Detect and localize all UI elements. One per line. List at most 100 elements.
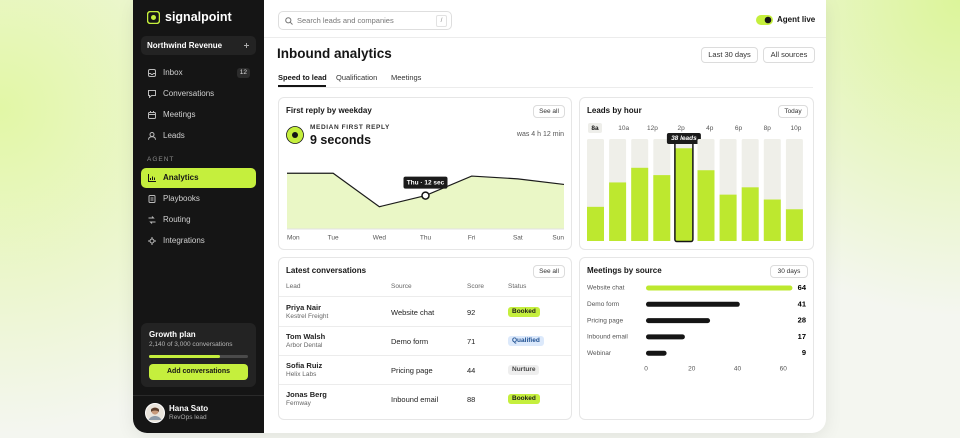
lead-source: Website chat [391, 308, 435, 317]
nav-label: Inbox [163, 68, 183, 77]
hour-label: 10p [790, 125, 801, 132]
line-chart: Mon Tue Wed Thu Fri Sat Sun Thu · 12 sec [287, 172, 564, 242]
category-label: Inbound email [587, 334, 628, 341]
workspace-switcher[interactable]: Northwind Revenue [141, 36, 256, 55]
page-title: Inbound analytics [277, 46, 392, 61]
tooltip-box [403, 176, 448, 189]
user-name: Hana Sato [169, 404, 209, 413]
status-badge: Booked [508, 307, 540, 317]
x-tick-label: 20 [688, 366, 696, 373]
kpi-value: 9 seconds [310, 133, 372, 147]
x-tick-label: 60 [780, 366, 788, 373]
value-label: 17 [798, 332, 806, 341]
nav-item[interactable]: Playbooks [141, 189, 256, 209]
bar [646, 285, 793, 291]
hour-label: 12p [647, 125, 658, 132]
value-label: 64 [798, 283, 807, 292]
meetings-card: Meetings by source 30 days Website chat 6… [579, 257, 814, 420]
nav-item[interactable]: Meetings [141, 105, 256, 125]
agent-toggle[interactable] [756, 15, 773, 25]
divider [278, 87, 813, 88]
nav-label: Routing [163, 215, 191, 224]
bar [587, 206, 604, 241]
column-header: Lead [286, 283, 301, 290]
plan-title: Growth plan [149, 330, 196, 339]
lead-score: 44 [467, 366, 476, 375]
x-tick-label: Sat [513, 235, 523, 242]
plan-usage: 2,140 of 3,000 conversations [149, 341, 233, 348]
search-box[interactable]: Search leads and companies / [278, 11, 452, 30]
category-label: Website chat [587, 285, 625, 292]
lead-name: Jonas Berg [286, 390, 327, 399]
icon [148, 132, 156, 140]
period-button[interactable]: 30 days [770, 265, 808, 278]
category-label: Webinar [587, 350, 612, 357]
status-badge: Booked [508, 394, 540, 404]
bar [646, 350, 667, 356]
hour-label: 4p [706, 125, 714, 132]
bar [741, 187, 759, 241]
tooltip-text: 38 leads [671, 135, 697, 142]
value-label: 9 [802, 348, 806, 357]
x-tick-label: Fri [468, 235, 476, 242]
divider [279, 384, 571, 385]
shortcut-key: / [436, 15, 447, 27]
x-tick-label: Tue [328, 235, 339, 242]
x-tick-label: Wed [373, 235, 387, 242]
nav-item-active[interactable]: Analytics [141, 168, 256, 188]
bar [646, 318, 711, 324]
bar [785, 209, 803, 241]
hour-label: 8p [764, 125, 772, 132]
x-tick-label: Thu [420, 235, 432, 242]
icon [148, 90, 156, 98]
search-placeholder: Search leads and companies [297, 16, 394, 25]
tab[interactable]: Qualification [336, 73, 378, 82]
hour-label: 10a [618, 125, 629, 132]
divider [279, 296, 571, 297]
column-header: Status [508, 283, 527, 290]
lead-score: 88 [467, 395, 476, 404]
x-tick-label: Sun [552, 235, 564, 242]
nav-item[interactable]: Integrations [141, 231, 256, 251]
divider [279, 355, 571, 356]
search-icon [285, 17, 293, 25]
bar [646, 301, 740, 307]
icon [148, 69, 156, 77]
nav-label: Conversations [163, 89, 215, 98]
bar [763, 199, 781, 241]
lead-company: Helix Labs [286, 371, 317, 378]
nav-label: Analytics [163, 173, 199, 182]
today-button[interactable]: Today [778, 105, 808, 118]
tooltip-text: Thu · 12 sec [407, 179, 445, 186]
hour-label: 8a [591, 125, 599, 132]
bar [631, 167, 649, 241]
hour-selected [588, 123, 602, 133]
hour-label: 2p [677, 125, 685, 132]
kpi-icon [286, 126, 304, 144]
source-filter-button[interactable]: All sources [763, 47, 815, 63]
lead-name: Sofia Ruiz [286, 361, 323, 370]
see-all-button[interactable]: See all [533, 105, 565, 118]
hbar-chart: Website chat 64 Demo form 41 Pricing page 28 I… [587, 283, 807, 373]
hour-label: 6p [735, 125, 743, 132]
nav-item[interactable]: Leads [141, 126, 256, 146]
x-tick-label: 0 [644, 366, 648, 373]
nav-item[interactable]: Conversations [141, 84, 256, 104]
nav-item[interactable]: Routing [141, 210, 256, 230]
lead-company: Arbor Dental [286, 342, 323, 349]
nav-item[interactable]: Inbox 12 [141, 63, 256, 83]
lead-source: Inbound email [391, 395, 439, 404]
lead-source: Pricing page [391, 366, 433, 375]
tab-underline [278, 85, 326, 87]
date-range-button[interactable]: Last 30 days [701, 47, 758, 63]
see-all-button[interactable]: See all [533, 265, 565, 278]
sidebar: signalpoint Northwind Revenue Inbox 12 Co… [133, 0, 264, 433]
divider [279, 326, 571, 327]
status-badge: Qualified [508, 336, 544, 346]
icon [148, 174, 156, 182]
tab[interactable]: Meetings [391, 73, 422, 82]
tab-active[interactable]: Speed to lead [278, 73, 327, 82]
avatar [145, 403, 165, 423]
add-conversations-button[interactable]: Add conversations [149, 364, 248, 380]
